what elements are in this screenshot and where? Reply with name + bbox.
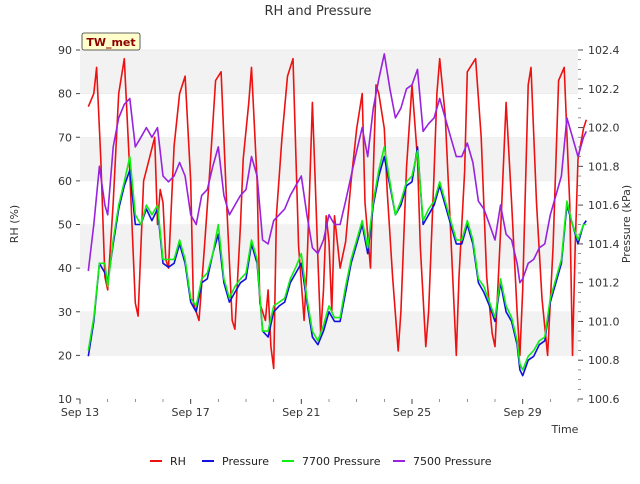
axes: 10 20 30 40 50 60 70 80 90 100.6 100.8 101.0 101.2 10… — [58, 44, 620, 419]
x-tick-label: Sep 13 — [61, 406, 99, 419]
grid-band — [80, 50, 578, 94]
x-axis-label: Time — [551, 423, 579, 436]
y-tick-label-right: 101.0 — [588, 315, 620, 328]
legend-label: Pressure — [222, 455, 269, 468]
y-tick-label-right: 101.8 — [588, 160, 620, 173]
y-tick-label-right: 102.2 — [588, 83, 620, 96]
series-line-pressure — [87, 146, 587, 377]
grid-band — [80, 311, 578, 356]
x-tick-label: Sep 21 — [282, 406, 320, 419]
y-tick-label-right: 102.0 — [588, 122, 620, 135]
y-tick-label-left: 50 — [58, 219, 72, 232]
site-badge-box — [81, 32, 141, 51]
grid-band — [80, 268, 578, 312]
plot-bands — [80, 49, 578, 399]
y-axis-label-right: Pressure (kPa) — [620, 185, 633, 263]
y-tick-label-left: 90 — [58, 44, 72, 57]
y-axis-label-left: RH (%) — [8, 205, 21, 243]
y-tick-label-right: 101.4 — [588, 238, 620, 251]
y-tick-label-right: 102.4 — [588, 44, 620, 57]
x-tick-label: Sep 29 — [504, 406, 542, 419]
legend-label: 7700 Pressure — [302, 455, 381, 468]
y-tick-label-right: 101.2 — [588, 277, 620, 290]
series-line-rh — [87, 57, 588, 370]
series-line-7500-pressure — [87, 53, 588, 284]
series-line-7700-pressure — [87, 146, 587, 371]
grid-band — [80, 355, 578, 399]
legend-label: RH — [170, 455, 186, 468]
y-tick-label-left: 40 — [58, 262, 72, 275]
legend-label: 7500 Pressure — [413, 455, 492, 468]
chart-title: RH and Pressure — [264, 4, 371, 19]
y-tick-label-left: 30 — [58, 306, 72, 319]
y-tick-label-left: 20 — [58, 349, 72, 362]
y-tick-label-right: 100.6 — [588, 393, 620, 406]
grid-band — [80, 93, 578, 138]
legend: RH Pressure 7700 Pressure 7500 Pressure — [150, 455, 492, 468]
y-tick-label-left: 70 — [58, 131, 72, 144]
y-tick-label-left: 10 — [58, 393, 72, 406]
site-badge: TW_met — [81, 32, 141, 51]
y-tick-label-left: 80 — [58, 88, 72, 101]
series-layer — [87, 53, 588, 377]
y-tick-label-left: 60 — [58, 175, 72, 188]
y-tick-label-right: 101.6 — [588, 199, 620, 212]
site-badge-label: TW_met — [86, 36, 135, 49]
x-tick-label: Sep 25 — [393, 406, 431, 419]
y-tick-label-right: 100.8 — [588, 354, 620, 367]
x-tick-label: Sep 17 — [172, 406, 210, 419]
